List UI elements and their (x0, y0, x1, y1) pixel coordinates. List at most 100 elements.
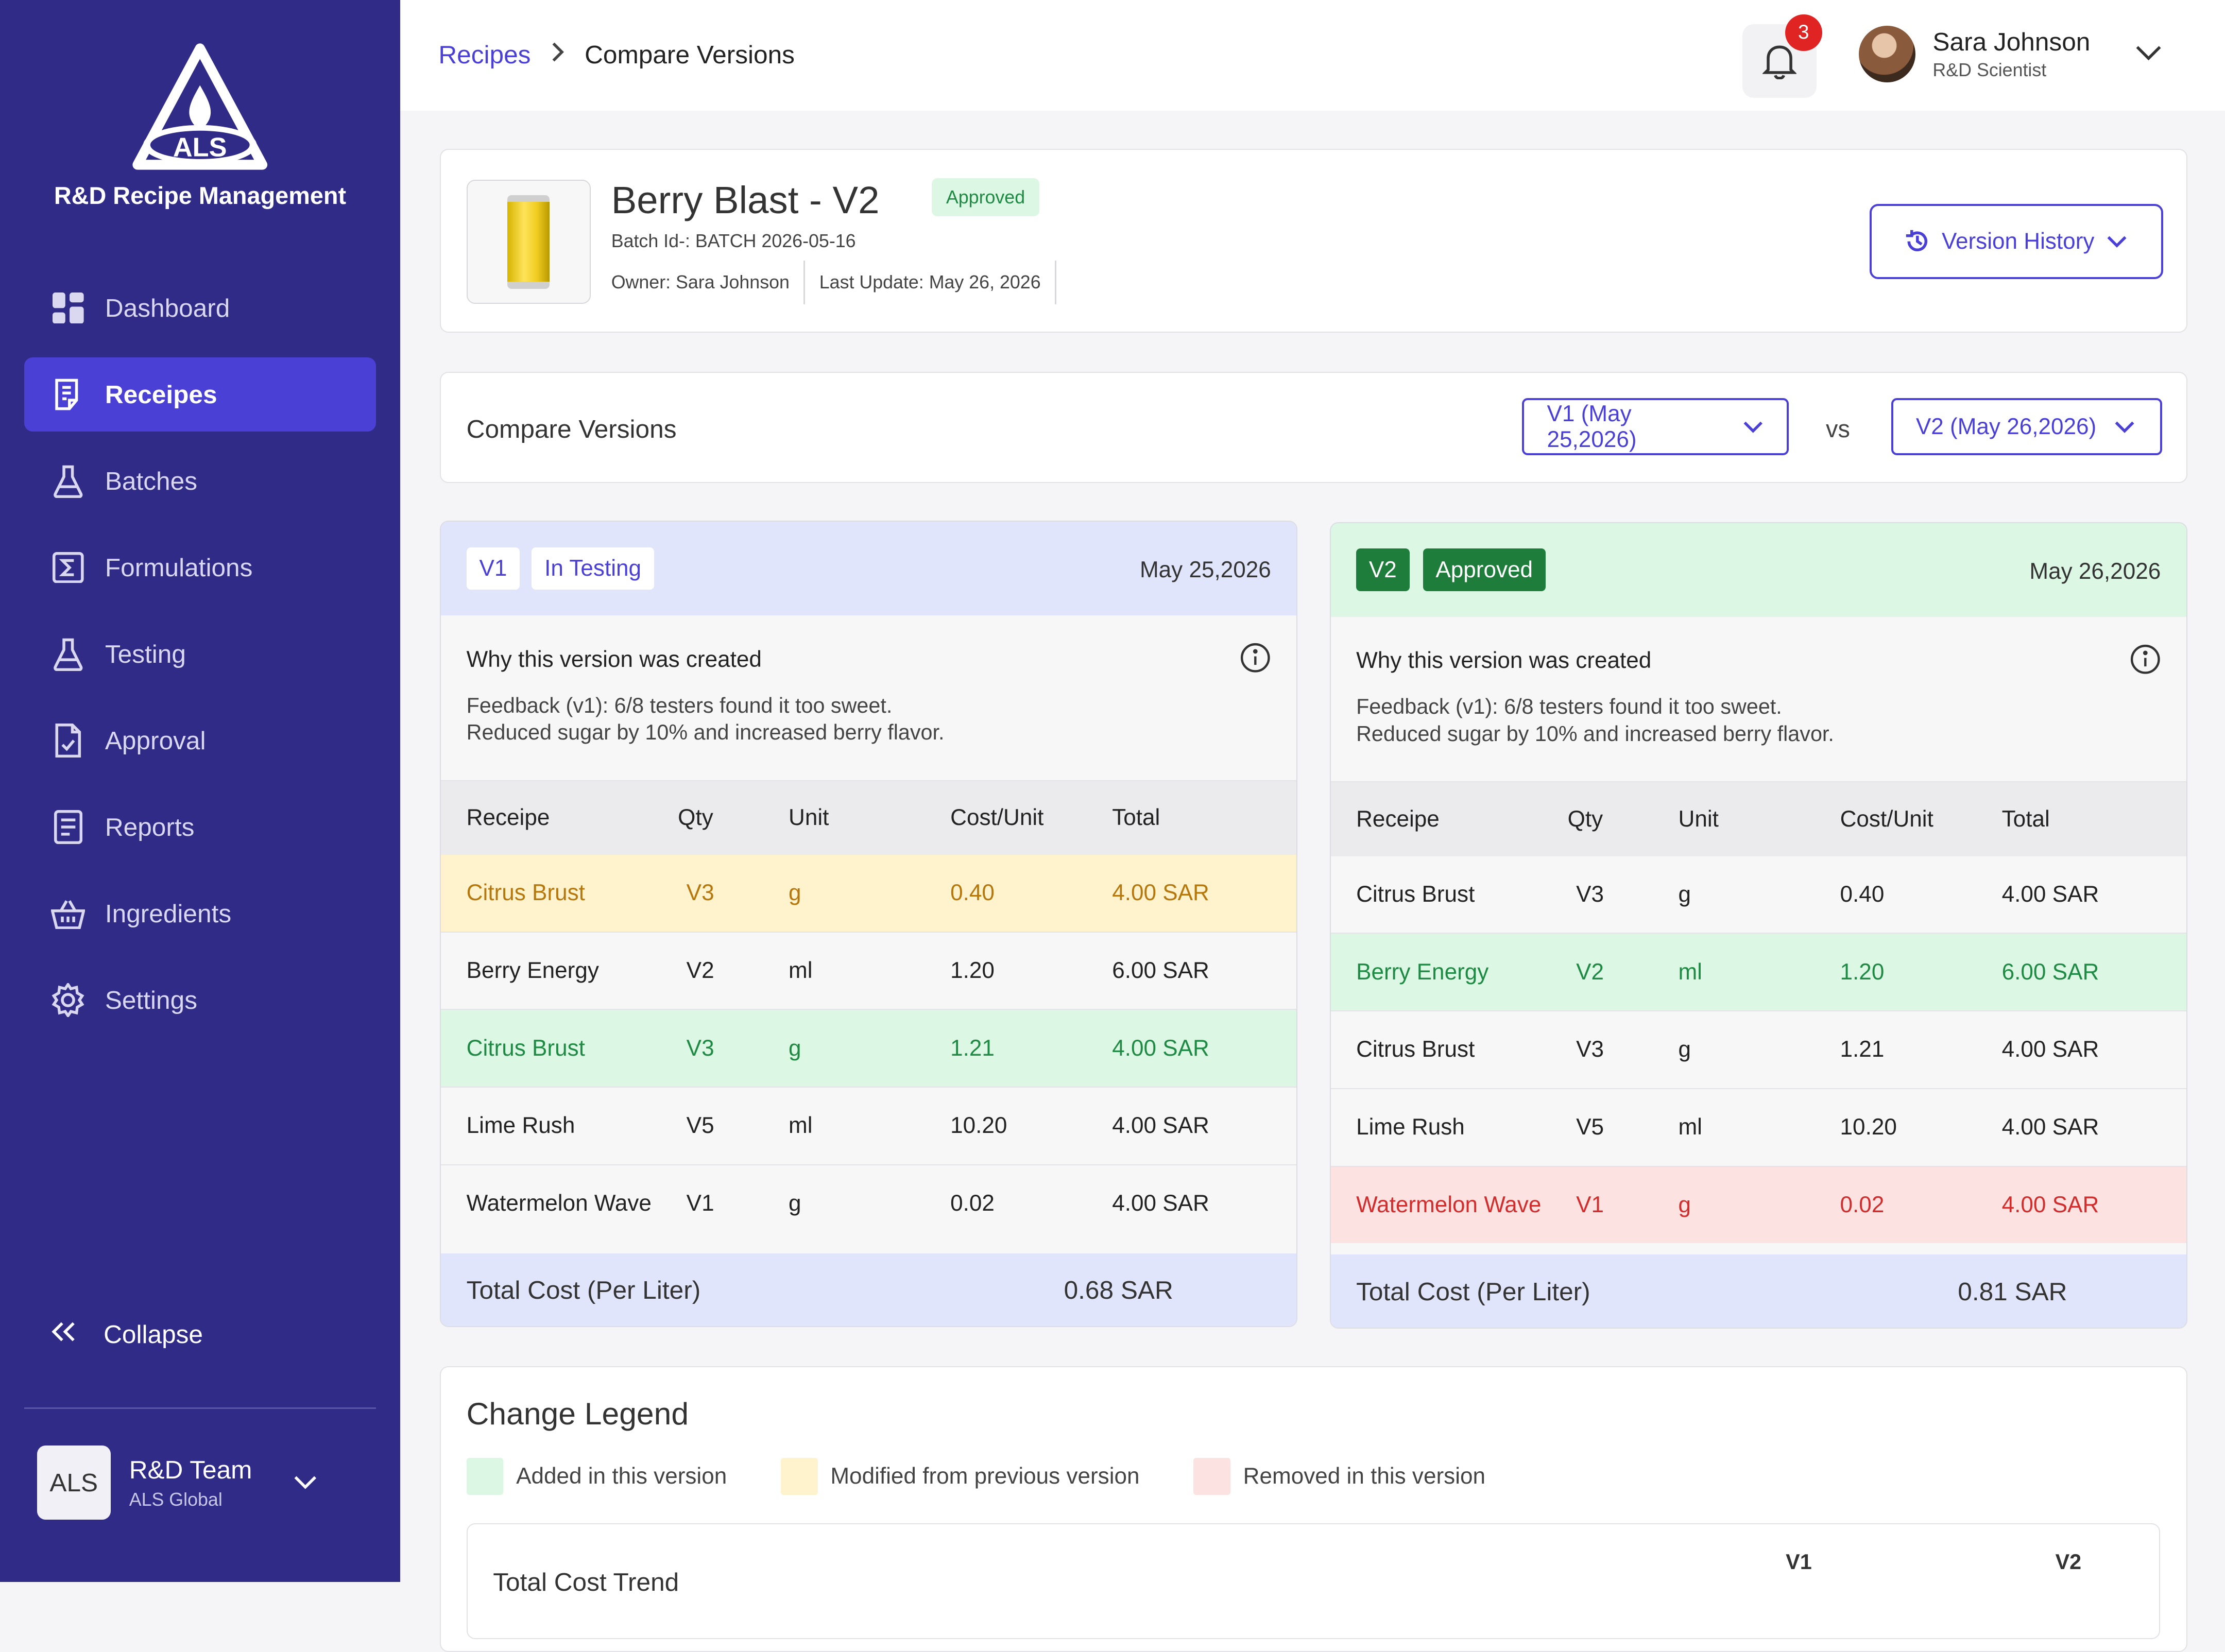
column-header: Cost/Unit (950, 805, 1044, 831)
cell-unit: g (789, 1191, 801, 1216)
avatar (1859, 25, 1916, 82)
divider (803, 261, 806, 305)
breadcrumb-recipes-link[interactable]: Recipes (438, 40, 531, 70)
bell-icon (1762, 45, 1796, 80)
total-cost-row: Total Cost (Per Liter) 0.68 SAR (441, 1253, 1297, 1327)
cell-total: 6.00 SAR (2001, 959, 2099, 985)
vs-label: vs (1826, 416, 1850, 443)
why-line: Reduced sugar by 10% and increased berry… (466, 720, 945, 745)
table-header: Receipe Qty Unit Cost/Unit Total (1330, 782, 2186, 856)
team-org: ALS Global (129, 1489, 222, 1510)
gear-icon (49, 982, 87, 1019)
column-header: Total (2001, 806, 2050, 832)
version-tag: V2 (1356, 548, 1410, 592)
why-section: Why this version was created Feedback (v… (1330, 617, 2186, 783)
cell-total: 4.00 SAR (1112, 1191, 1209, 1216)
svg-text:ALS: ALS (173, 132, 227, 162)
column-header: Receipe (1356, 806, 1440, 832)
version-history-label: Version History (1942, 228, 2095, 254)
cell-qty: V3 (686, 1035, 714, 1061)
als-logo-icon: ALS (132, 43, 268, 170)
flask-icon (49, 462, 87, 500)
table-header: Receipe Qty Unit Cost/Unit Total (441, 781, 1297, 855)
legend-item-removed: Removed in this version (1193, 1458, 1485, 1495)
user-menu[interactable]: Sara Johnson R&D Scientist (1859, 25, 2161, 82)
cell-unit: ml (789, 957, 813, 983)
sidebar-item-label: Dashboard (105, 293, 230, 322)
cell-receipe: Citrus Brust (466, 880, 585, 906)
column-header: Unit (1678, 806, 1719, 832)
legend: Added in this version Modified from prev… (466, 1458, 1539, 1495)
cell-qty: V5 (1576, 1114, 1604, 1140)
cell-total: 4.00 SAR (2001, 881, 2099, 907)
version-history-button[interactable]: Version History (1870, 203, 2164, 279)
cell-unit: ml (1678, 959, 1702, 985)
sidebar-item-label: Receipes (105, 380, 217, 409)
dashboard-icon (49, 289, 87, 326)
cell-cost: 1.20 (950, 957, 995, 983)
sidebar-item-formulations[interactable]: Formulations (24, 530, 376, 604)
cell-receipe: Lime Rush (466, 1113, 575, 1139)
team-switcher[interactable]: ALS R&D Team ALS Global (37, 1445, 316, 1520)
sidebar-item-dashboard[interactable]: Dashboard (24, 271, 376, 345)
sidebar-item-testing[interactable]: Testing (24, 617, 376, 691)
sidebar-item-label: Reports (105, 813, 195, 842)
cell-total: 4.00 SAR (2001, 1192, 2099, 1217)
cell-cost: 1.20 (1840, 959, 1885, 985)
total-cost-label: Total Cost (Per Liter) (466, 1276, 701, 1305)
why-text: Feedback (v1): 6/8 testers found it too … (1356, 693, 1834, 747)
total-cost-value: 0.68 SAR (1064, 1276, 1173, 1305)
why-line: Reduced sugar by 10% and increased berry… (1356, 721, 1834, 746)
cell-total: 4.00 SAR (1112, 1035, 1209, 1061)
cell-receipe: Berry Energy (1356, 959, 1489, 985)
legend-item-modified: Modified from previous version (780, 1458, 1140, 1495)
document-check-icon (49, 722, 87, 759)
divider (1055, 261, 1056, 305)
page-title: Berry Blast - V2 (611, 179, 880, 222)
last-update-text: Last Update: May 26, 2026 (819, 272, 1041, 293)
left-version-select[interactable]: V1 (May 25,2026) (1522, 398, 1789, 455)
legend-label: Modified from previous version (830, 1464, 1140, 1489)
column-header: Total (1112, 805, 1160, 831)
batch-id: Batch Id-: BATCH 2026-05-16 (611, 231, 856, 252)
sidebar-item-batches[interactable]: Batches (24, 444, 376, 518)
sidebar-item-label: Formulations (105, 553, 253, 582)
info-icon[interactable] (1240, 642, 1271, 679)
cell-total: 4.00 SAR (2001, 1114, 2099, 1140)
info-icon[interactable] (2130, 644, 2161, 681)
legend-swatch (466, 1458, 504, 1495)
collapse-button[interactable]: Collapse (49, 1319, 203, 1349)
cell-qty: V5 (686, 1113, 714, 1139)
top-bar: Recipes Compare Versions 3 Sara Johnson … (400, 0, 2225, 111)
product-image (466, 180, 591, 304)
sidebar-item-approval[interactable]: Approval (24, 703, 376, 777)
chevron-down-icon[interactable] (2134, 43, 2163, 68)
sidebar-item-receipes[interactable]: Receipes (24, 357, 376, 432)
product-card: Berry Blast - V2 Approved Batch Id-: BAT… (440, 149, 2187, 333)
why-title: Why this version was created (1356, 648, 1652, 674)
compare-bar: Compare Versions V1 (May 25,2026) vs V2 … (440, 371, 2187, 483)
cell-total: 4.00 SAR (1112, 1113, 1209, 1139)
legend-swatch (780, 1458, 818, 1495)
status-badge: Approved (932, 178, 1039, 217)
table-row: Watermelon Wave V1 g 0.02 4.00 SAR (1330, 1166, 2186, 1244)
table-row: Citrus Brust V3 g 0.40 4.00 SAR (1330, 856, 2186, 934)
breadcrumb: Recipes Compare Versions (438, 40, 795, 70)
chevron-down-icon[interactable] (293, 1471, 318, 1497)
legend-item-added: Added in this version (466, 1458, 727, 1495)
why-text: Feedback (v1): 6/8 testers found it too … (467, 692, 945, 746)
right-version-select[interactable]: V2 (May 26,2026) (1891, 398, 2162, 455)
sidebar-item-settings[interactable]: Settings (24, 963, 376, 1037)
sidebar-item-label: Batches (105, 466, 197, 495)
cell-cost: 10.20 (1840, 1114, 1897, 1140)
team-name: R&D Team (129, 1455, 252, 1485)
sidebar-item-ingredients[interactable]: Ingredients (24, 876, 376, 950)
basket-icon (49, 895, 87, 932)
column-header: Qty (678, 805, 713, 831)
sidebar-item-reports[interactable]: Reports (24, 790, 376, 864)
cell-receipe: Berry Energy (466, 957, 599, 983)
user-name: Sara Johnson (1932, 27, 2091, 57)
table-row: Citrus Brust V3 g 0.40 4.00 SAR (441, 854, 1297, 933)
change-legend-card: Change Legend Added in this version Modi… (440, 1366, 2187, 1652)
cell-cost: 1.21 (1840, 1037, 1885, 1062)
